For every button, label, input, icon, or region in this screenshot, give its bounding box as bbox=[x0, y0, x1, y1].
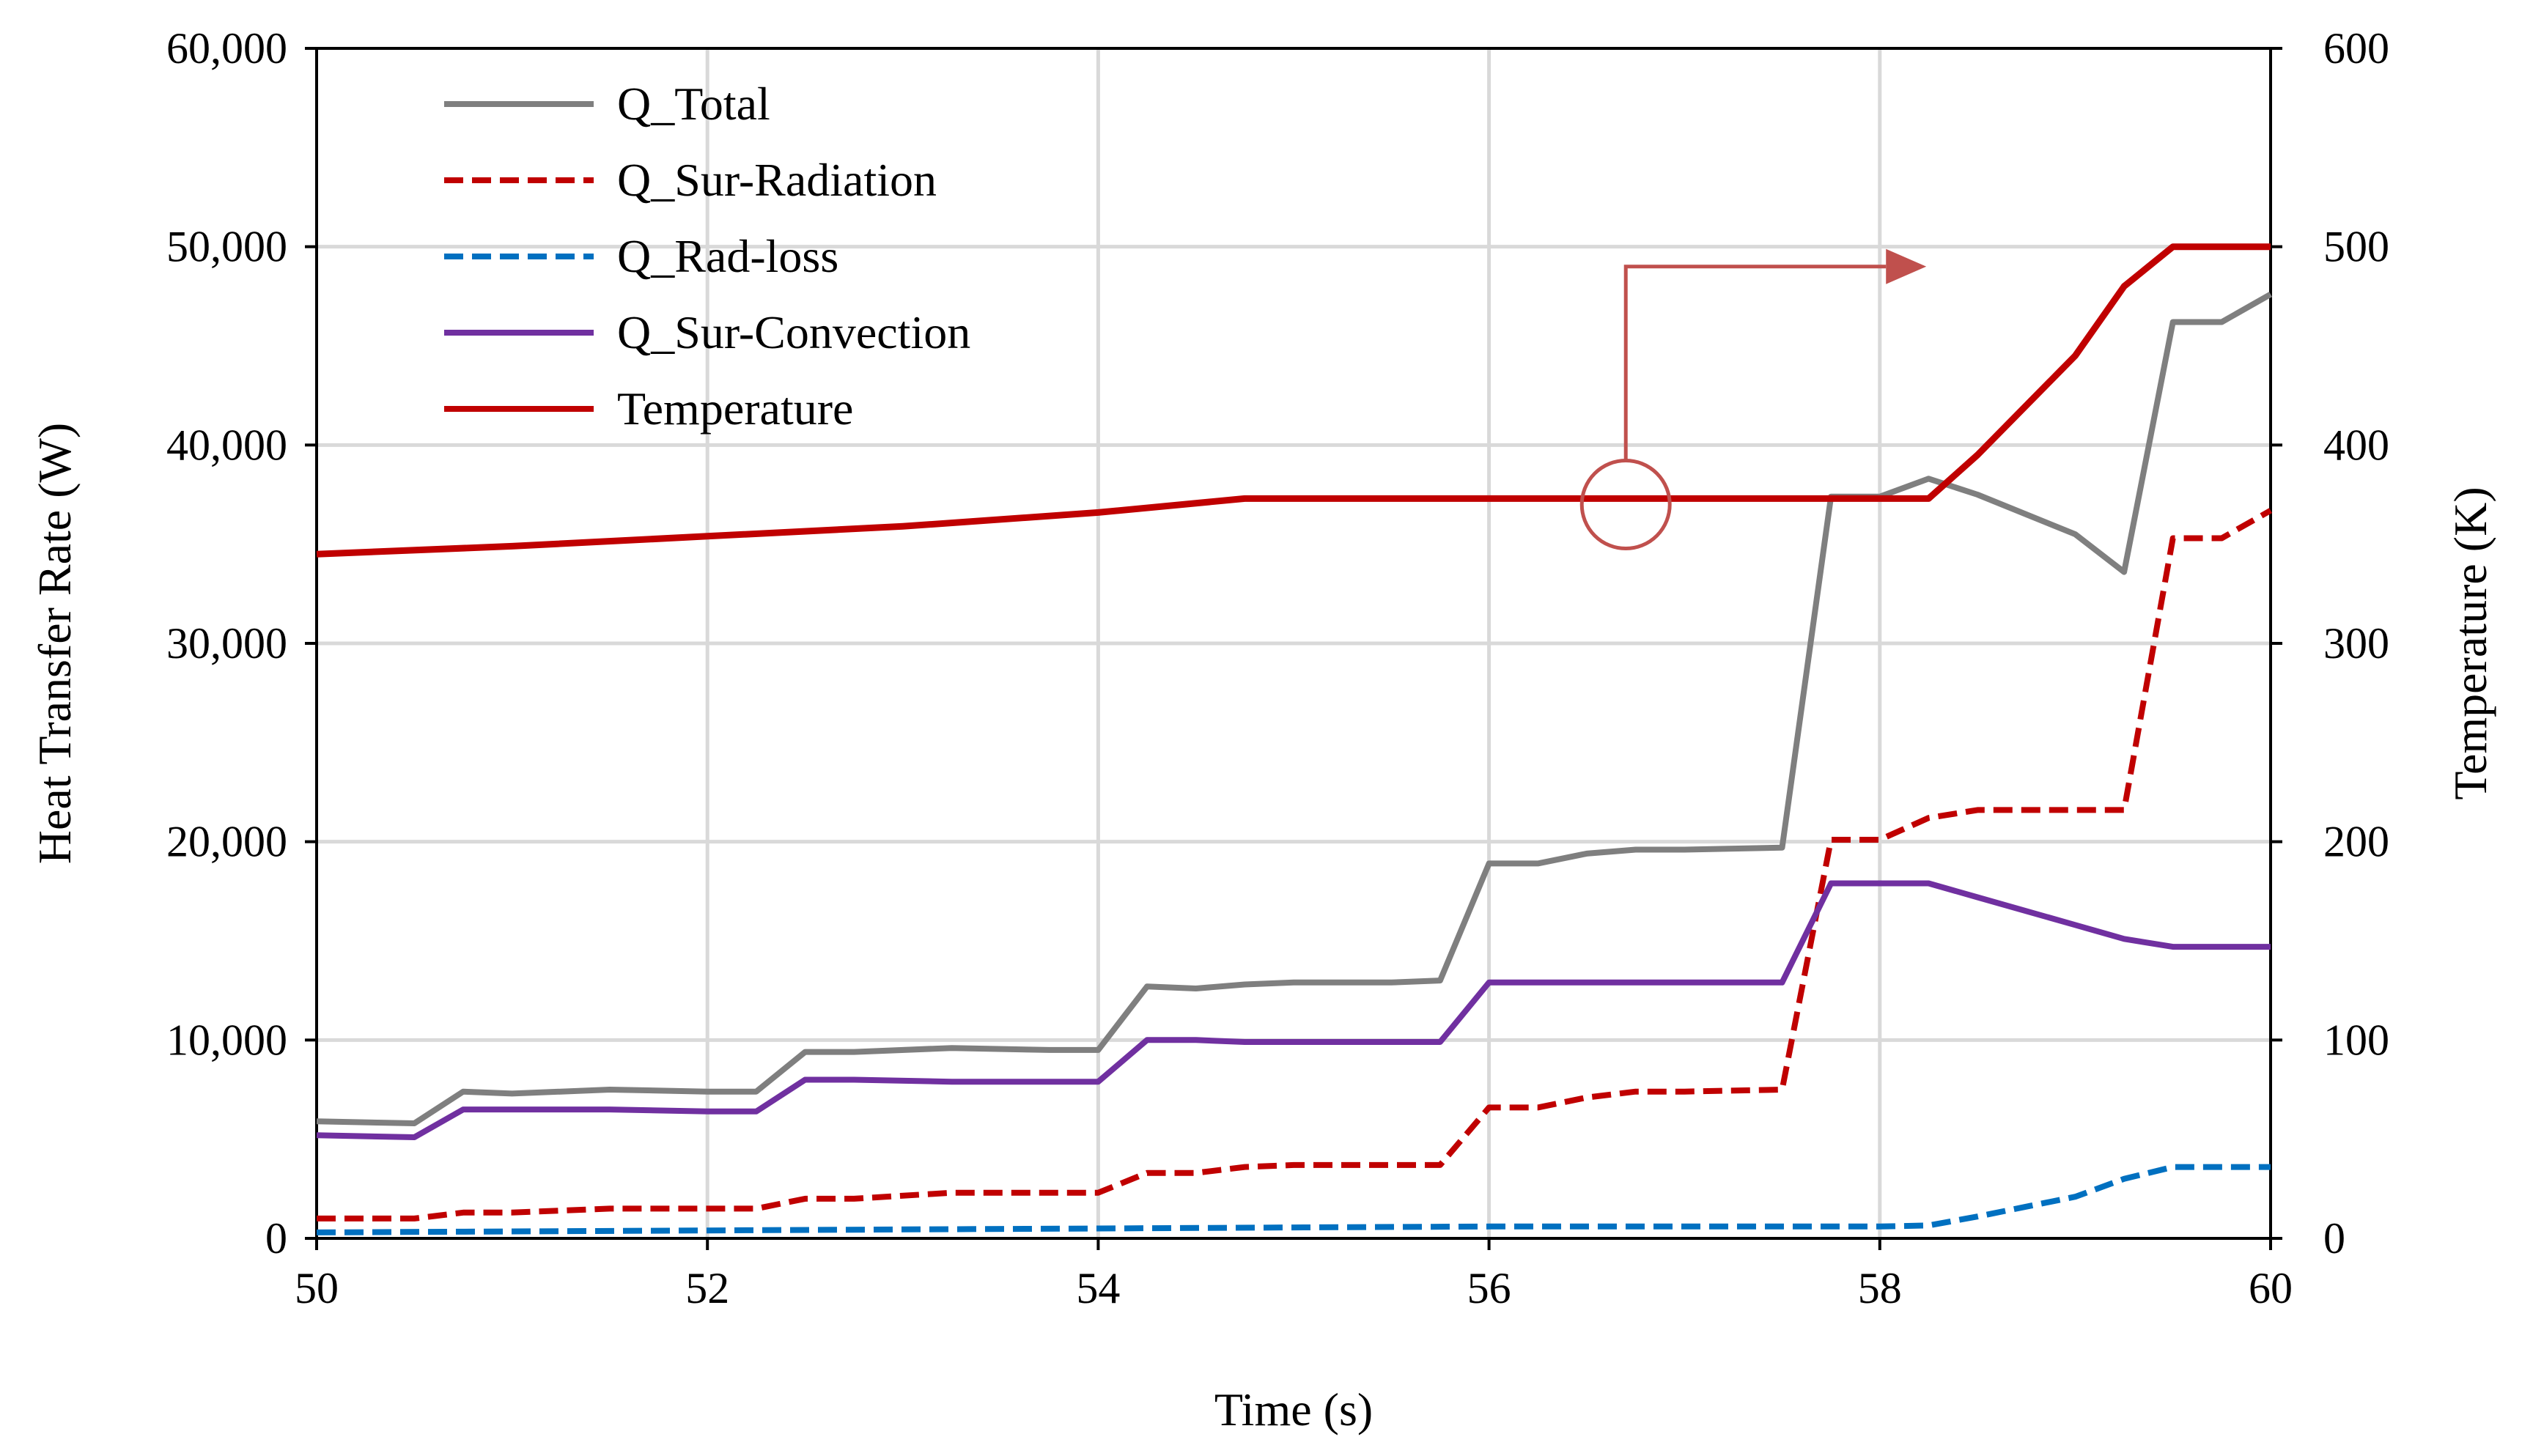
gridlines bbox=[317, 48, 2271, 1238]
y2-tick-label: 500 bbox=[2323, 223, 2389, 271]
legend-label: Q_Total bbox=[617, 78, 770, 130]
y-axis-title: Heat Transfer Rate (W) bbox=[29, 423, 81, 864]
y2-tick-label: 300 bbox=[2323, 619, 2389, 668]
y2-tick-label: 600 bbox=[2323, 24, 2389, 73]
y-tick-label: 30,000 bbox=[166, 619, 287, 668]
legend-label: Q_Sur-Convection bbox=[617, 306, 970, 358]
x-tick-label: 54 bbox=[1076, 1264, 1120, 1312]
series-line-q-sur-radiation bbox=[317, 508, 2272, 1222]
y-tick-label: 20,000 bbox=[166, 818, 287, 866]
annotation-arrow-head bbox=[1886, 248, 1927, 284]
legend-label: Temperature bbox=[617, 383, 853, 435]
y2-axis-title: Temperature (K) bbox=[2444, 487, 2496, 799]
y2-tick-label: 0 bbox=[2323, 1214, 2345, 1263]
y2-tick-label: 400 bbox=[2323, 421, 2389, 469]
series-line-temperature bbox=[316, 243, 2271, 558]
series-line-q-total bbox=[316, 292, 2272, 1126]
annotation-arrow-line bbox=[1623, 265, 1887, 461]
series-line-q-sur-convection bbox=[316, 880, 2271, 1140]
x-tick-label: 56 bbox=[1467, 1264, 1511, 1312]
y-tick-label: 0 bbox=[265, 1214, 287, 1263]
y-tick-label: 10,000 bbox=[166, 1016, 287, 1064]
y-tick-label: 60,000 bbox=[166, 24, 287, 73]
data-series bbox=[316, 243, 2272, 1235]
x-tick-label: 50 bbox=[295, 1264, 339, 1312]
y-tick-label: 40,000 bbox=[166, 421, 287, 469]
y-tick-label: 50,000 bbox=[166, 223, 287, 271]
y2-tick-label: 200 bbox=[2323, 818, 2389, 866]
series-line-q-rad-loss bbox=[316, 1164, 2271, 1235]
annotation bbox=[1579, 248, 1927, 551]
legend-label: Q_Rad-loss bbox=[617, 230, 838, 282]
x-axis-title: Time (s) bbox=[1214, 1383, 1373, 1435]
x-tick-label: 52 bbox=[685, 1264, 729, 1312]
legend: Q_Total Q_Sur-Radiation Q_Rad-loss Q_Sur-Co… bbox=[444, 78, 970, 435]
y2-tick-label: 100 bbox=[2323, 1016, 2389, 1064]
x-tick-label: 60 bbox=[2249, 1264, 2293, 1312]
legend-label: Q_Sur-Radiation bbox=[617, 154, 937, 206]
x-tick-label: 58 bbox=[1858, 1264, 1902, 1312]
axis-ticks: 50 52 54 56 58 60010,00020,00030,00040,00050,… bbox=[166, 24, 2389, 1312]
